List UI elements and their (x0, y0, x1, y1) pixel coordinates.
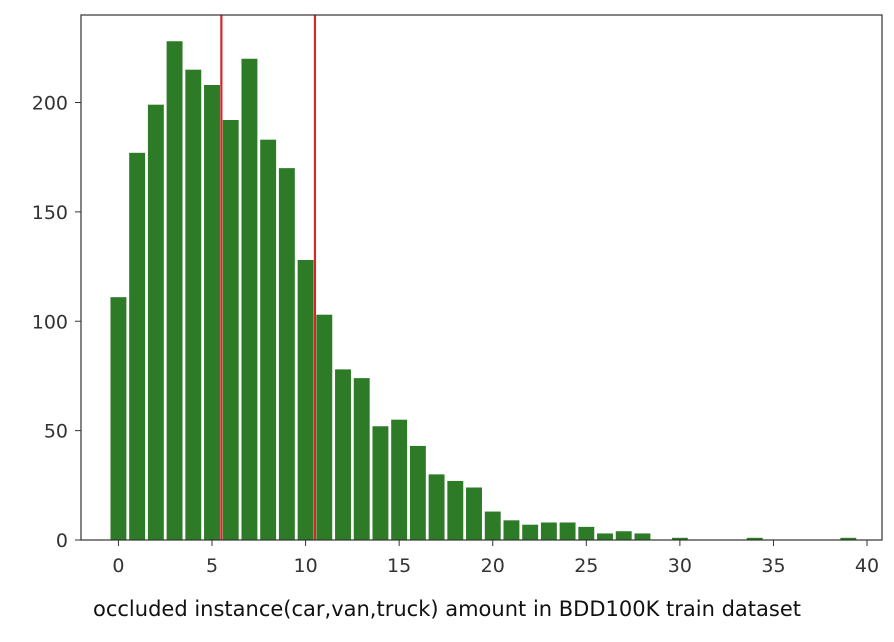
histogram-bar (372, 426, 389, 540)
histogram-bar (484, 511, 501, 540)
y-tick-label: 50 (44, 421, 68, 443)
x-tick-label: 20 (481, 555, 505, 577)
histogram-bar (447, 480, 464, 540)
histogram-bar (409, 445, 426, 540)
histogram-bar (466, 487, 482, 540)
x-tick-label: 35 (761, 555, 785, 577)
histogram-bar (428, 474, 445, 541)
y-tick-label: 150 (32, 202, 68, 224)
histogram-bar (222, 120, 239, 540)
x-tick-label: 15 (387, 555, 411, 577)
histogram-bar (634, 533, 651, 540)
histogram-bar (204, 85, 220, 540)
x-tick-label: 25 (574, 555, 598, 577)
histogram-bar (540, 522, 557, 540)
plot-frame (80, 14, 883, 541)
histogram-bar (840, 537, 857, 540)
y-tick-label: 200 (32, 93, 68, 115)
bars-group (110, 41, 857, 541)
x-tick-label: 30 (668, 555, 692, 577)
histogram-bar (260, 139, 277, 540)
chart-caption: occluded instance(car,van,truck) amount … (92, 597, 801, 621)
histogram-bar (185, 69, 202, 540)
histogram-bar (578, 526, 595, 541)
histogram-bar (671, 537, 688, 540)
histogram-bar (316, 314, 333, 540)
histogram-bar (746, 537, 763, 540)
histogram-bar (615, 531, 632, 540)
x-tick-label: 10 (293, 555, 317, 577)
reference-lines-group (220, 15, 317, 540)
histogram-bar (597, 533, 613, 540)
histogram-bar (297, 260, 314, 540)
histogram-bar (241, 58, 258, 540)
histogram-bar (110, 297, 127, 540)
x-tick-label: 5 (206, 555, 218, 577)
histogram-bar (353, 378, 370, 541)
histogram-bar (503, 520, 520, 540)
x-axis: 0 5 10 15 20 25 30 35 40 (112, 540, 879, 577)
histogram-bar (559, 522, 576, 540)
histogram-bar (335, 369, 351, 541)
histogram-bar (147, 104, 164, 540)
x-tick-label: 40 (855, 555, 879, 577)
x-tick-label: 0 (112, 555, 124, 577)
histogram-bar (278, 168, 295, 541)
y-axis: 0 50 100 150 200 (32, 93, 81, 552)
histogram-bar (166, 41, 183, 540)
histogram-bar (391, 419, 408, 540)
histogram-bar (522, 524, 539, 540)
histogram-bar (129, 152, 146, 540)
y-tick-label: 0 (56, 530, 68, 552)
y-tick-label: 100 (32, 311, 68, 333)
